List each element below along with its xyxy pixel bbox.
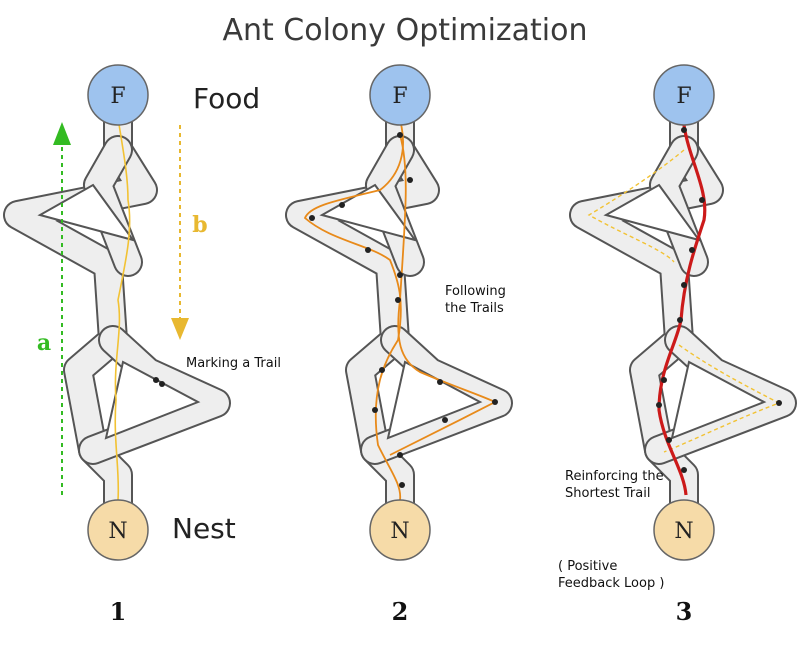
feedback-label-line1: ( Positive — [558, 559, 617, 574]
nest-node-3 — [653, 499, 715, 561]
food-node-1 — [87, 64, 149, 126]
arrow-a-label: a — [37, 330, 51, 356]
nest-node-letter-3: N — [674, 519, 693, 544]
ant-markers-3 — [656, 127, 782, 473]
nest-node-letter-1: N — [108, 519, 127, 544]
food-node-letter-3: F — [676, 84, 691, 109]
feedback-label-line2: Feedback Loop ) — [558, 576, 664, 591]
reinforcing-label-line2: Shortest Trail — [565, 486, 650, 501]
nest-node-2 — [369, 499, 431, 561]
trail-long-2 — [303, 119, 404, 501]
reinforcing-label-line1: Reinforcing the — [565, 469, 664, 484]
trail-yellow-1 — [114, 117, 131, 501]
panel-number-3: 3 — [676, 597, 693, 626]
arrow-b-label: b — [192, 212, 207, 238]
food-node-letter-1: F — [110, 84, 125, 109]
diagram-title: Ant Colony Optimization — [222, 13, 587, 48]
food-label: Food — [193, 82, 260, 115]
panel-number-2: 2 — [392, 597, 409, 626]
arrow-a-head-icon — [53, 122, 71, 145]
marking-trail-label: Marking a Trail — [186, 356, 281, 371]
panel-number-1: 1 — [110, 597, 127, 626]
food-node-letter-2: F — [392, 84, 407, 109]
panel-1 — [18, 95, 216, 505]
panel-2 — [300, 95, 498, 505]
following-label-line1: Following — [445, 284, 506, 299]
nest-label: Nest — [172, 512, 236, 545]
food-node-2 — [369, 64, 431, 126]
ant-cluster-1 — [153, 377, 165, 387]
ant-markers-2 — [309, 132, 498, 488]
nest-node-1 — [87, 499, 149, 561]
following-label-line2: the Trails — [445, 301, 504, 316]
nest-node-letter-2: N — [390, 519, 409, 544]
food-node-3 — [653, 64, 715, 126]
arrow-b-head-icon — [171, 318, 189, 340]
panel-3 — [584, 95, 782, 505]
channel-1 — [18, 95, 216, 505]
trail-branch-2 — [389, 134, 498, 456]
